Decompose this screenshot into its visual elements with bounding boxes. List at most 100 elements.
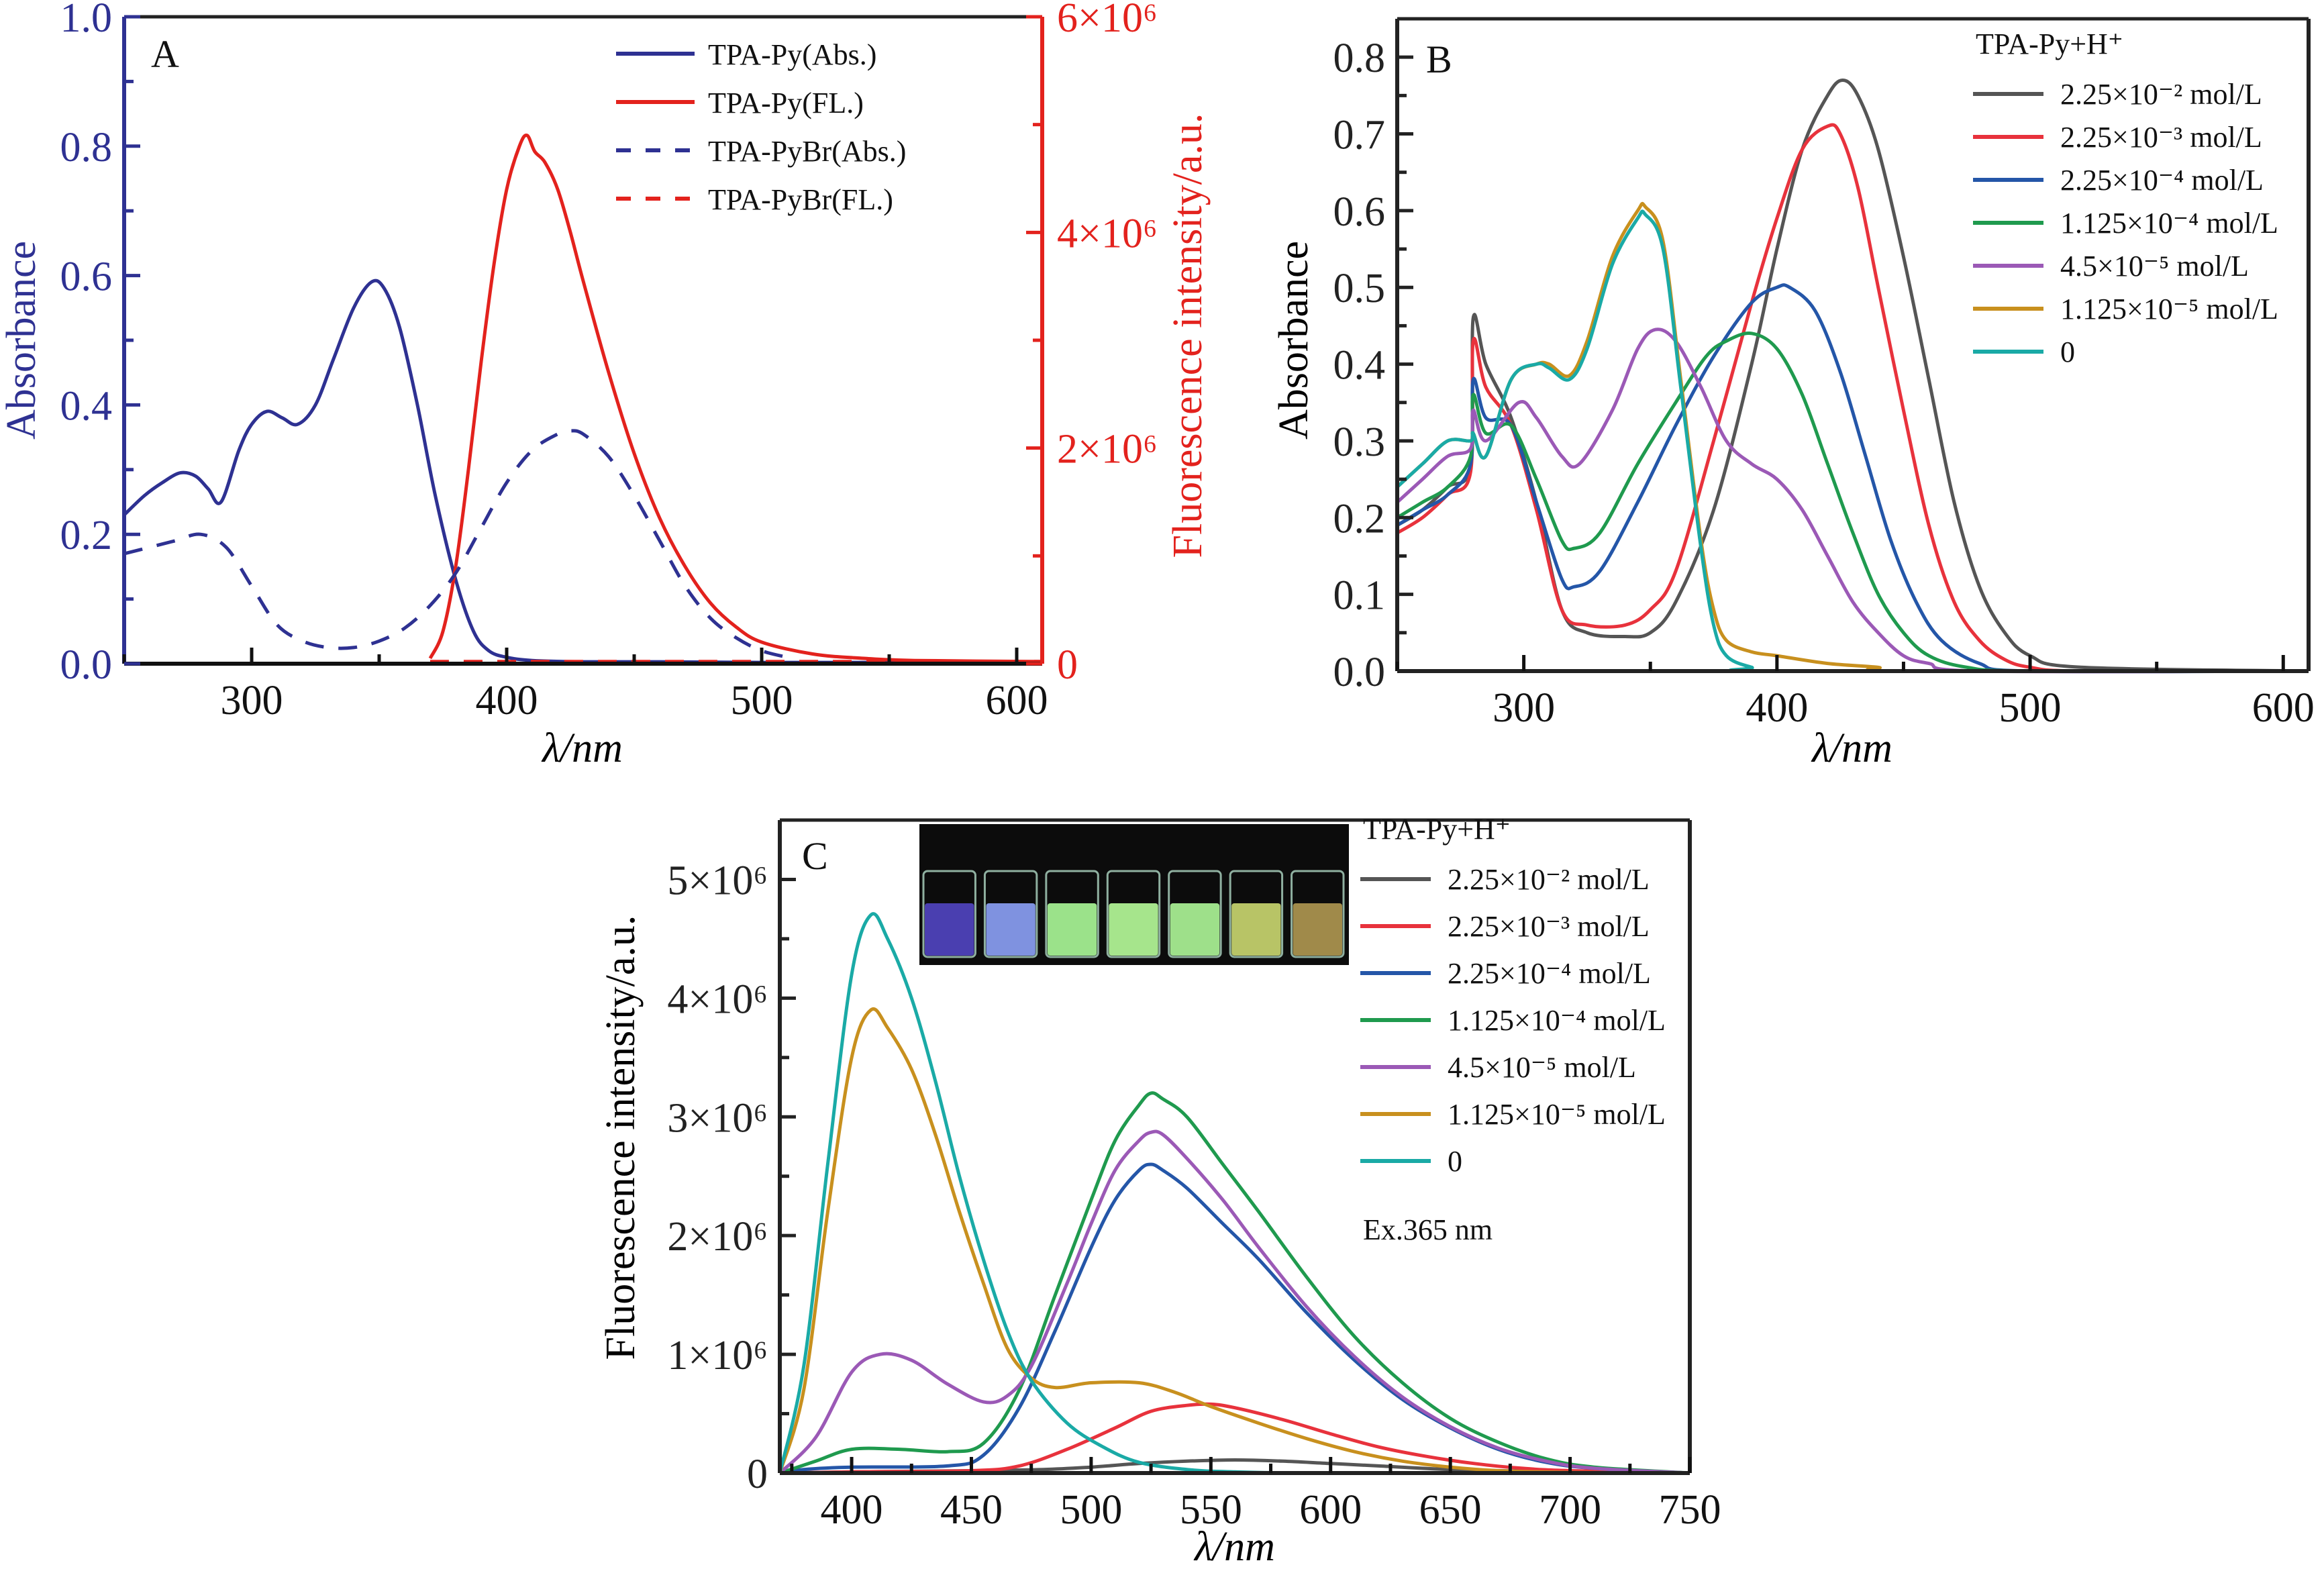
legend-label: 1.125×10⁻⁵ mol/L (2060, 293, 2278, 325)
y-tick-label: 0.1 (1333, 573, 1386, 619)
legend-label: TPA-Py(FL.) (708, 87, 864, 119)
y-tick-label: 1.0 (60, 0, 113, 41)
x-tick-label: 400 (476, 678, 538, 723)
y-tick-label: 1×10⁶ (667, 1333, 768, 1378)
series-line (778, 1129, 1690, 1475)
y-tick-label: 0.3 (1333, 419, 1386, 465)
x-tick-label: 450 (940, 1487, 1003, 1533)
panel-a-y2label: Fluorescence intensity/a.u. (1165, 113, 1211, 558)
panel-a-legend: TPA-Py(Abs.) TPA-Py(FL.) TPA-PyBr(Abs.) TPA… (616, 38, 906, 216)
vial-liquid (986, 903, 1035, 956)
x-tick-label: 700 (1539, 1487, 1601, 1533)
y2-tick-label: 0 (1057, 642, 1078, 688)
panel-a: 300 400 500 600 0.0 0.2 0.4 0.6 0.8 1.0 0 2×10⁶ 4×10… (0, 0, 1211, 771)
series-line (1396, 123, 2309, 673)
panel-c: 400 450 500 550 600 650 700 750 0 1×10⁶ 2×10⁶ 3×10⁶… (598, 813, 1721, 1569)
vial-liquid (925, 903, 974, 956)
series-line (1396, 79, 2309, 673)
panel-b-curves (1396, 79, 2309, 674)
legend-label: 4.5×10⁻⁵ mol/L (2060, 250, 2249, 283)
y-tick-label: 0.0 (60, 642, 113, 688)
legend-label: 1.125×10⁻⁴ mol/L (2060, 207, 2278, 240)
legend-label: 2.25×10⁻⁴ mol/L (2060, 164, 2264, 197)
vial-outline (1106, 870, 1161, 958)
y2-tick-label: 2×10⁶ (1057, 427, 1158, 472)
vial-outline (922, 870, 976, 958)
x-tick-label: 400 (1746, 685, 1808, 731)
vial-liquid (1047, 903, 1097, 956)
x-tick-label: 500 (731, 678, 793, 723)
x-tick-label: 550 (1180, 1487, 1242, 1533)
legend-label: 0 (2060, 336, 2075, 368)
panel-b-legend: TPA-Py+H⁺ 2.25×10⁻² mol/L 2.25×10⁻³ mol/L 2… (1973, 28, 2278, 368)
panel-a-axes: 300 400 500 600 0.0 0.2 0.4 0.6 0.8 1.0 0 2×10⁶ 4×10… (60, 0, 1158, 723)
legend-label: 1.125×10⁻⁴ mol/L (1448, 1004, 1666, 1037)
x-tick-label: 600 (2252, 685, 2315, 731)
legend-label: 1.125×10⁻⁵ mol/L (1448, 1098, 1666, 1131)
series-line (778, 912, 1690, 1475)
panel-b-ylabel: Absorbance (1271, 241, 1317, 440)
vial-liquid (1109, 903, 1158, 956)
x-tick-label: 300 (221, 678, 283, 723)
series-line (1396, 332, 2309, 673)
series-line (1396, 327, 2309, 674)
panel-c-axes: 400 450 500 550 600 650 700 750 0 1×10⁶ 2×10⁶ 3×10⁶… (667, 818, 1721, 1533)
x-tick-label: 400 (821, 1487, 883, 1533)
y-tick-label: 4×10⁶ (667, 976, 768, 1022)
panel-c-xlabel: λ/nm (1193, 1524, 1275, 1569)
y-tick-label: 0.7 (1333, 113, 1386, 158)
y-tick-label: 2×10⁶ (667, 1214, 768, 1260)
y-tick-label: 0.2 (1333, 496, 1386, 542)
y-tick-label: 0.6 (1333, 189, 1386, 235)
legend-label: 2.25×10⁻² mol/L (1448, 863, 1650, 896)
series-line (1396, 209, 2309, 673)
legend-title: TPA-Py+H⁺ (1976, 28, 2123, 60)
panel-a-curves (123, 134, 1043, 664)
vials-photo-inset (919, 824, 1349, 965)
legend-label: 2.25×10⁻² mol/L (2060, 78, 2262, 111)
y-tick-label: 0.6 (60, 254, 113, 300)
vial-outline (1045, 870, 1099, 958)
y-tick-label: 0.4 (60, 383, 113, 429)
panel-c-ylabel: Fluorescence intensity/a.u. (598, 915, 644, 1360)
panel-b-label: B (1426, 38, 1452, 81)
panel-c-legend: TPA-Py+H⁺ 2.25×10⁻² mol/L 2.25×10⁻³ mol/L 2… (1360, 813, 1666, 1178)
legend-label: TPA-PyBr(Abs.) (708, 135, 906, 168)
x-tick-label: 300 (1493, 685, 1555, 731)
legend-label: 0 (1448, 1145, 1462, 1178)
y-tick-label: 0.5 (1333, 266, 1386, 311)
legend-label: TPA-Py(Abs.) (708, 38, 876, 71)
panel-b-axes: 300 400 500 600 0.0 0.1 0.2 0.3 0.4 0.5 0.6 0.7 0.8 (1333, 17, 2315, 731)
y-tick-label: 0.0 (1333, 650, 1386, 695)
legend-title: TPA-Py+H⁺ (1363, 813, 1511, 846)
vial-outline (1291, 870, 1345, 958)
vial-outline (1229, 870, 1284, 958)
vial-outline (983, 870, 1038, 958)
x-tick-label: 500 (1999, 685, 2062, 731)
vial-liquid (1231, 903, 1281, 956)
x-tick-label: 750 (1659, 1487, 1721, 1533)
panel-b-xlabel: λ/nm (1811, 725, 1892, 771)
y-tick-label: 5×10⁶ (667, 858, 768, 903)
vial-liquid (1170, 903, 1220, 956)
panel-a-xlabel: λ/nm (541, 725, 623, 771)
x-tick-label: 650 (1419, 1487, 1482, 1533)
legend-label: 4.5×10⁻⁵ mol/L (1448, 1051, 1636, 1084)
vial-liquid (1293, 903, 1342, 956)
series-line (428, 134, 1043, 664)
y2-tick-label: 6×10⁶ (1057, 0, 1158, 41)
panel-c-annotation: Ex.365 nm (1363, 1213, 1493, 1246)
x-tick-label: 600 (1299, 1487, 1362, 1533)
y2-tick-label: 4×10⁶ (1057, 211, 1158, 256)
x-tick-label: 500 (1060, 1487, 1122, 1533)
x-tick-label: 600 (986, 678, 1048, 723)
y-tick-label: 0.4 (1333, 343, 1386, 389)
series-line (1396, 283, 2309, 674)
series-line (779, 1091, 1690, 1475)
series-line (779, 1162, 1690, 1475)
panel-c-curves (778, 912, 1690, 1475)
y-tick-label: 0.8 (60, 125, 113, 170)
legend-label: 2.25×10⁻⁴ mol/L (1448, 957, 1651, 990)
legend-label: 2.25×10⁻³ mol/L (2060, 121, 2262, 154)
series-line (123, 429, 788, 659)
